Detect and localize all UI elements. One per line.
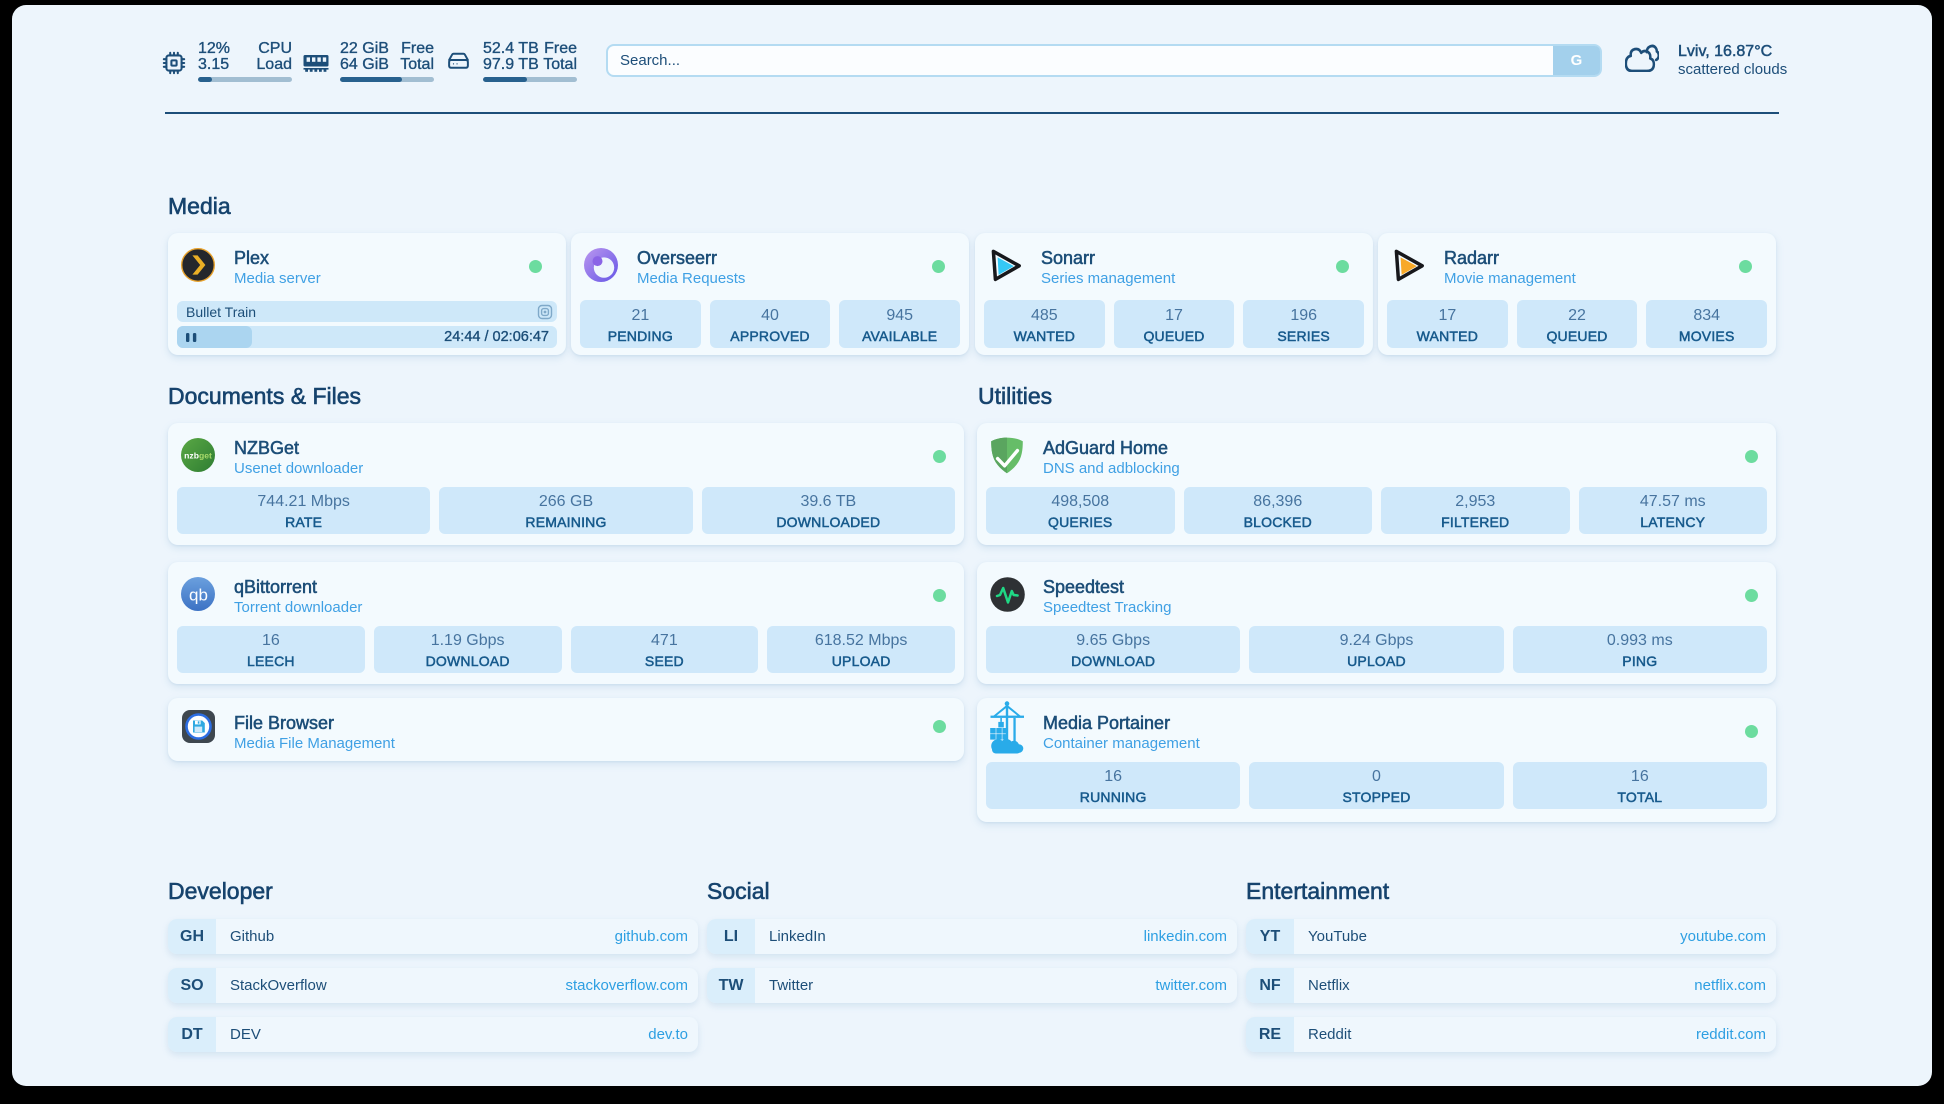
svg-text:qb: qb — [189, 586, 208, 605]
svg-text:nzbget: nzbget — [184, 450, 212, 460]
